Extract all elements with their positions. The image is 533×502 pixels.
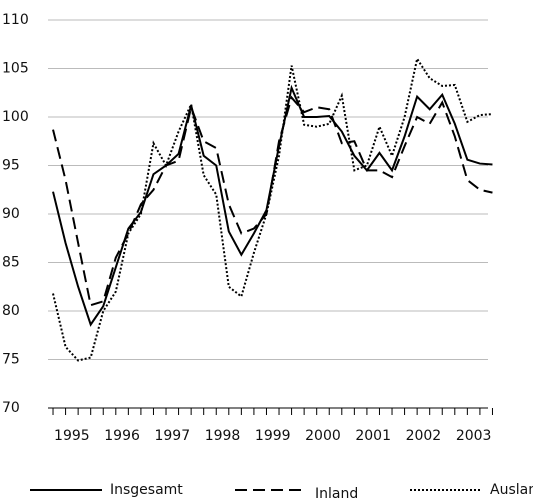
legend-label: Inland	[315, 486, 358, 502]
y-tick-label: 80	[2, 303, 20, 319]
x-tick-label: 2001	[355, 428, 391, 444]
y-tick-label: 105	[2, 61, 29, 77]
data-line	[52, 95, 493, 307]
legend-label: Insgesamt	[110, 482, 183, 498]
x-tick-label: 1997	[154, 428, 190, 444]
y-tick-label: 75	[2, 352, 20, 368]
x-tick-label: 1996	[104, 428, 140, 444]
x-tick-label: 2002	[406, 428, 442, 444]
y-tick-label: 110	[2, 12, 29, 28]
x-tick-label: 2003	[456, 428, 492, 444]
y-tick-label: 70	[2, 400, 20, 416]
x-tick-label: 2000	[305, 428, 341, 444]
y-tick-label: 95	[2, 158, 20, 174]
data-line	[52, 84, 493, 327]
y-tick-label: 100	[2, 109, 29, 125]
legend-label: Ausland	[490, 482, 533, 498]
x-tick-label: 1995	[54, 428, 90, 444]
y-tick-label: 90	[2, 206, 20, 222]
x-tick-label: 1999	[255, 428, 291, 444]
y-tick-label: 85	[2, 255, 20, 271]
data-line	[52, 56, 493, 362]
x-tick-label: 1998	[205, 428, 241, 444]
